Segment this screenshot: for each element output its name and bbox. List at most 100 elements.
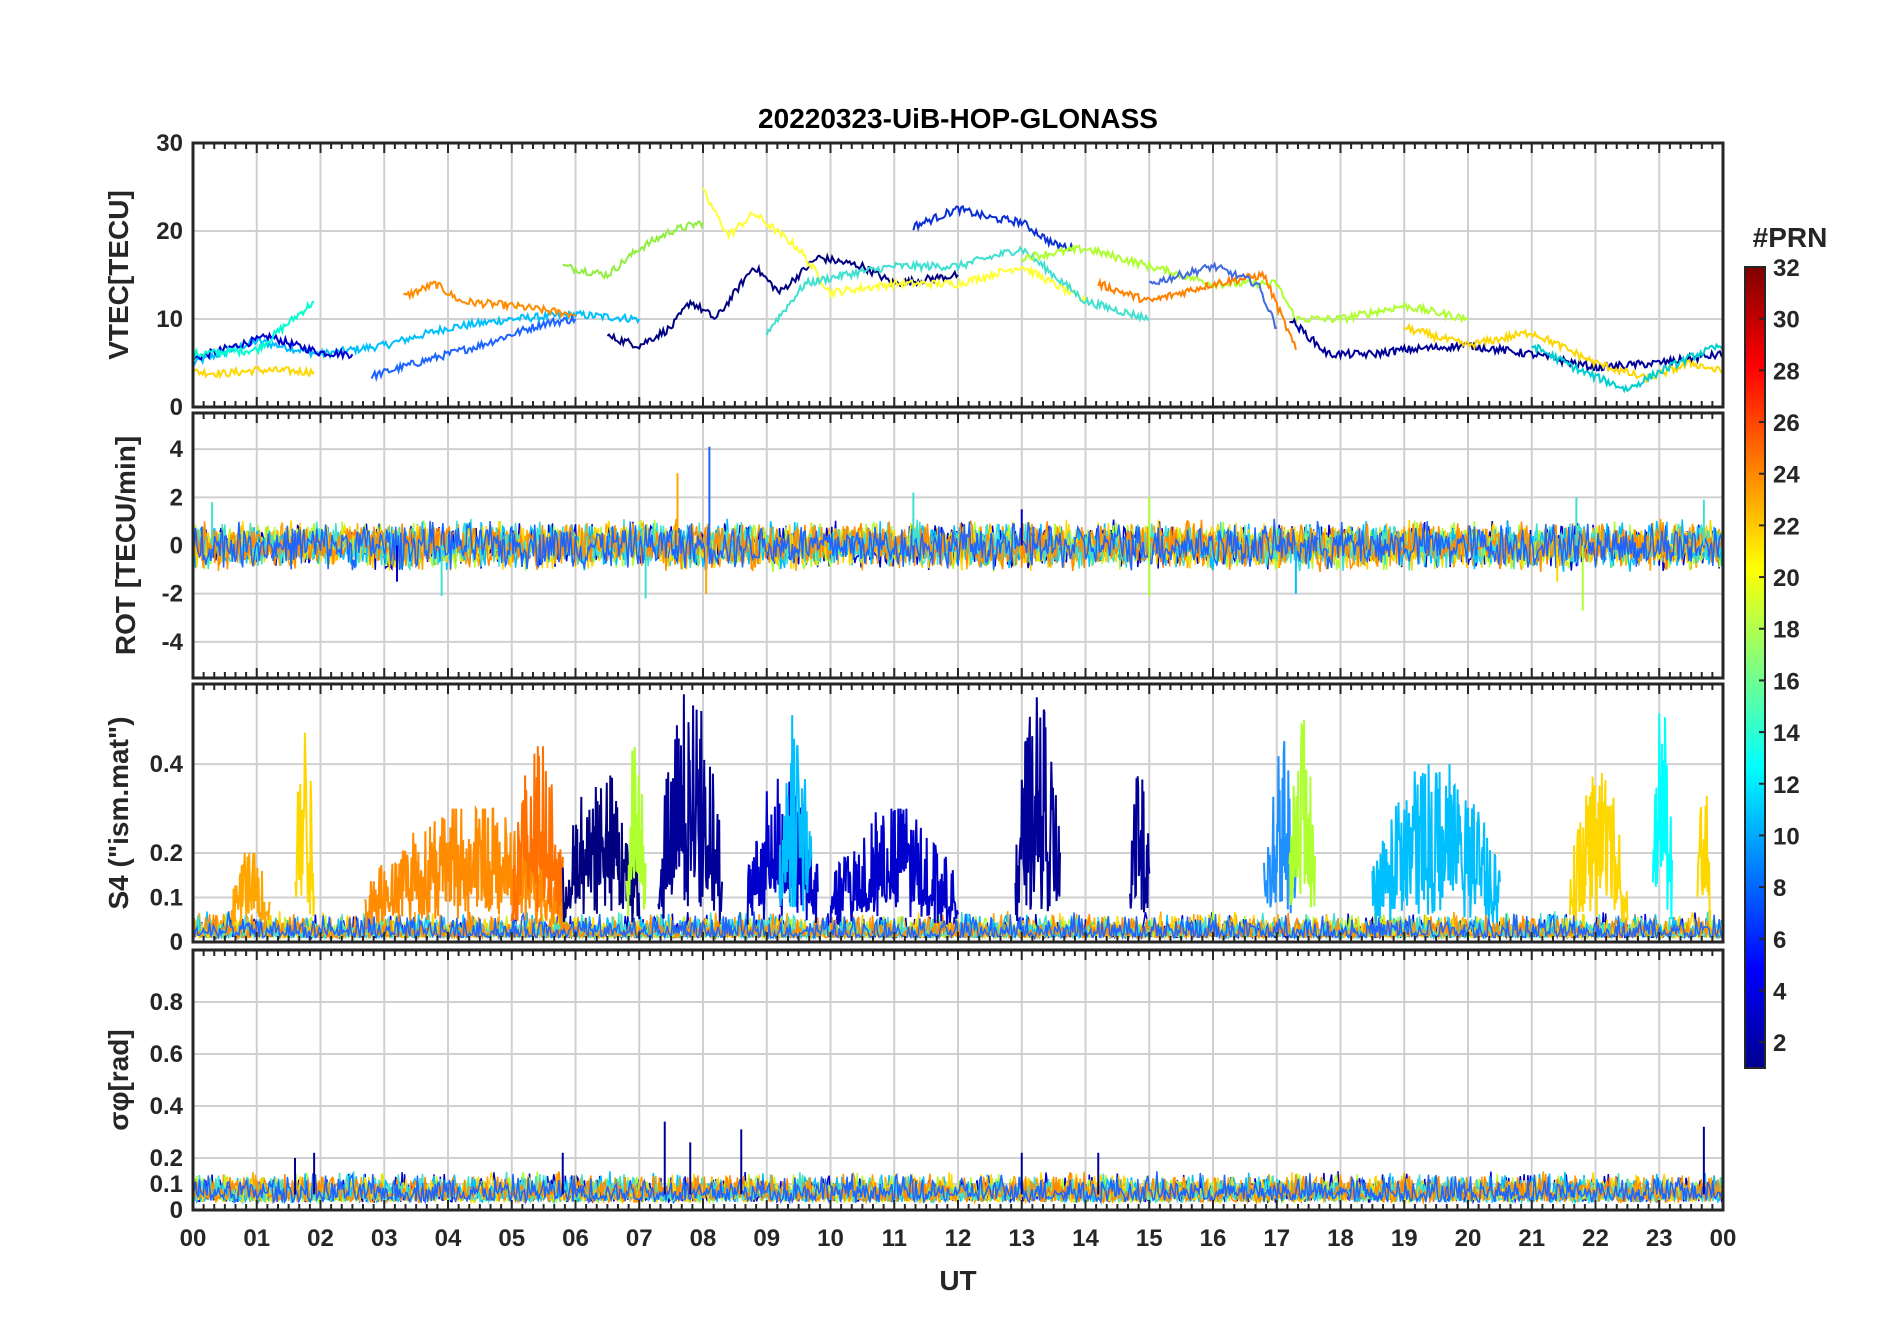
s4-burst [657,694,724,921]
x-tick-label: 04 [435,1225,462,1252]
colorbar-tick-label: 2 [1773,1030,1786,1057]
x-tick-label: 19 [1391,1225,1418,1252]
s4-burst [1371,764,1501,925]
x-tick-label: 03 [371,1225,398,1252]
colorbar-tick-label: 18 [1773,617,1800,644]
x-tick-label: 08 [690,1225,717,1252]
x-tick-label: 07 [626,1225,653,1252]
x-tick-label: 18 [1327,1225,1354,1252]
series-line [765,245,1150,336]
y-tick-label: 2 [170,484,183,511]
series-line [193,309,641,366]
panel-sigma: 00.10.2 0.4 0.6 0.8 σφ[rad] [103,948,1725,1224]
x-tick-label: 11 [882,1225,907,1252]
y-tick-label: 0 [170,929,183,956]
y-tick-label: -2 [162,581,183,608]
y-tick-label: 4 [170,436,184,463]
series-line [912,204,1074,252]
s4-burst [294,732,316,917]
series-line [1020,244,1469,325]
y-tick-label: 0.6 [150,1041,183,1068]
x-tick-label: 01 [243,1225,270,1252]
colorbar-tick-label: 24 [1773,462,1800,489]
s4-burst [230,852,271,927]
panel-rot-plot-area [193,413,1723,678]
series-line [193,518,1723,571]
chart-title: 20220323-UiB-HOP-GLONASS [758,103,1158,134]
colorbar-tick-label: 8 [1773,875,1786,902]
series-line [370,313,577,383]
panel-rot: -4 -2 0 2 4 ROT [TECU/min] [110,411,1725,680]
series-line [193,300,315,361]
x-tick-label: 12 [945,1225,972,1252]
y-tick-label: 0.4 [150,751,184,778]
series-line [1097,269,1297,351]
s4-burst [829,808,959,925]
y-tick-label: 0.2 [150,840,183,867]
x-tick-label: 02 [307,1225,334,1252]
s4-burst [778,715,813,912]
y-tick-label: 0.2 [150,1145,183,1172]
x-tick-label: 05 [498,1225,525,1252]
colorbar-tick-label: 22 [1773,513,1800,540]
series-line [193,365,315,380]
colorbar-tick-label: 20 [1773,565,1800,592]
colorbar-tick-label: 16 [1773,668,1800,695]
y-tick-label: 0.8 [150,989,183,1016]
series-line [1403,322,1723,383]
colorbar-tick-label: 12 [1773,772,1800,799]
x-tick-label: 14 [1072,1225,1099,1252]
x-tick-label: 09 [753,1225,780,1252]
s4-burst [561,775,641,923]
panel-sigma-plot-area [193,950,1723,1210]
x-tick-label: 22 [1582,1225,1609,1252]
s4-burst [1651,713,1673,920]
panel-vtec-plot-area [193,143,1723,407]
s4-burst [1288,719,1316,908]
colorbar-title: #PRN [1753,222,1828,253]
y-tick-label: 30 [156,130,183,157]
y-tick-label: -4 [162,629,184,656]
y-tick-label: 0 [170,1197,183,1224]
colorbar-tick-label: 28 [1773,358,1800,385]
series-line [562,220,704,280]
y-axis-label: σφ[rad] [103,1029,134,1130]
x-tick-label: 16 [1200,1225,1227,1252]
series-line [702,187,1087,303]
y-tick-label: 0 [170,533,183,560]
y-tick-label: 0 [170,394,183,421]
y-tick-label: 0.4 [150,1093,184,1120]
colorbar-tick-label: 10 [1773,823,1800,850]
colorbar-tick-label: 26 [1773,410,1800,437]
x-tick-label: 00 [180,1225,207,1252]
y-axis-label: S4 ("ism.mat") [103,716,134,909]
series-line [606,252,959,350]
x-tick-label: 17 [1263,1225,1290,1252]
x-axis-label: UT [939,1265,976,1296]
y-tick-label: 0.1 [150,1171,183,1198]
s4-burst [1263,741,1297,914]
s4-burst [1129,776,1151,913]
x-tick-label: 06 [562,1225,589,1252]
colorbar-tick-label: 32 [1773,255,1800,282]
series-line [193,1171,1723,1205]
y-axis-label: ROT [TECU/min] [110,436,141,655]
y-tick-label: 0.1 [150,885,183,912]
s4-burst [364,804,564,928]
x-tick-label: 21 [1518,1225,1545,1252]
s4-burst [625,746,647,917]
panel-s4-plot-area [193,684,1723,942]
series-line [1289,317,1723,373]
colorbar-tick-label: 30 [1773,307,1800,334]
x-tick-label: 23 [1646,1225,1673,1252]
y-tick-label: 10 [156,306,183,333]
panel-vtec: 0 10 20 30 VTEC[TECU] [103,130,1725,421]
s4-burst [1696,795,1712,923]
series-line [402,280,576,320]
x-tick-label: 20 [1455,1225,1482,1252]
s4-burst [510,746,564,922]
